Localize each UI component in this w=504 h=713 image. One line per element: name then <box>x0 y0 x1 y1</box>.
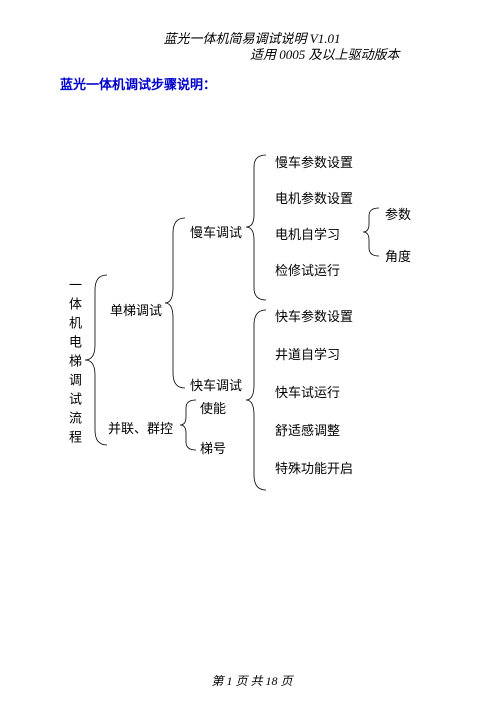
doc-subtitle: 适用 0005 及以上驱动版本 <box>250 44 400 63</box>
l3-special: 特殊功能开启 <box>275 458 353 477</box>
l1-group: 并联、群控 <box>108 418 173 437</box>
l1-single: 单梯调试 <box>110 300 162 319</box>
l3-motor-param: 电机参数设置 <box>275 188 353 207</box>
brace-root <box>85 275 110 445</box>
l3-fast-param: 快车参数设置 <box>275 306 353 325</box>
page-footer: 第 1 页 共 18 页 <box>0 672 504 689</box>
l3-shaft-learn: 井道自学习 <box>275 344 340 363</box>
l2-enable: 使能 <box>200 398 226 417</box>
l3-slow-param: 慢车参数设置 <box>275 152 353 171</box>
root-node: 一体机电梯调试流程 <box>65 278 84 449</box>
l2-fast: 快车调试 <box>190 375 242 394</box>
brace-single <box>165 218 187 388</box>
l4-angle: 角度 <box>385 246 411 265</box>
l3-motor-learn: 电机自学习 <box>275 224 340 243</box>
l3-inspect-run: 检修试运行 <box>275 260 340 279</box>
brace-motor-learn <box>363 208 381 256</box>
brace-group <box>180 400 198 450</box>
brace-slow <box>246 155 268 300</box>
section-title: 蓝光一体机调试步骤说明： <box>60 74 216 93</box>
l3-comfort: 舒适感调整 <box>275 420 340 439</box>
l2-slow: 慢车调试 <box>190 222 242 241</box>
l2-num: 梯号 <box>200 438 226 457</box>
l3-fast-run: 快车试运行 <box>275 382 340 401</box>
l4-param: 参数 <box>385 204 411 223</box>
brace-fast <box>246 310 268 490</box>
